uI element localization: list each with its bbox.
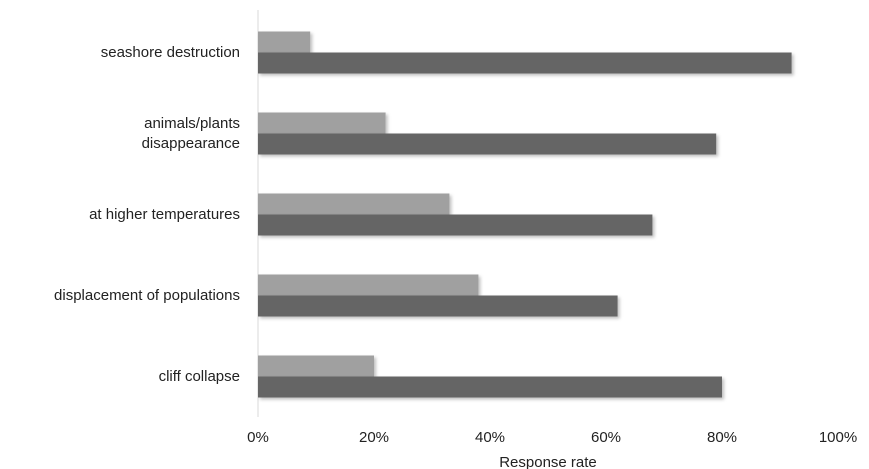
bar <box>258 214 653 236</box>
bar <box>258 355 374 377</box>
x-tick-label: 0% <box>247 429 269 446</box>
y-tick-label: animals/plants disappearance <box>141 114 240 152</box>
x-tick-label: 100% <box>819 429 857 446</box>
bar <box>258 376 722 398</box>
x-axis-label: Response rate <box>499 454 597 469</box>
y-tick-label: seashore destruction <box>100 43 240 61</box>
bar <box>258 31 311 53</box>
bar <box>258 274 479 296</box>
x-tick-label: 40% <box>475 429 505 446</box>
bar <box>258 295 618 317</box>
x-tick-label: 60% <box>591 429 621 446</box>
y-tick-label: displacement of populations <box>54 286 240 304</box>
bar <box>258 133 717 155</box>
bar <box>258 193 450 215</box>
x-tick-label: 20% <box>359 429 389 446</box>
bar <box>258 112 386 134</box>
x-tick-label: 80% <box>707 429 737 446</box>
y-tick-label: cliff collapse <box>158 367 240 385</box>
y-tick-label: at higher temperatures <box>89 205 240 223</box>
bar <box>258 52 792 74</box>
